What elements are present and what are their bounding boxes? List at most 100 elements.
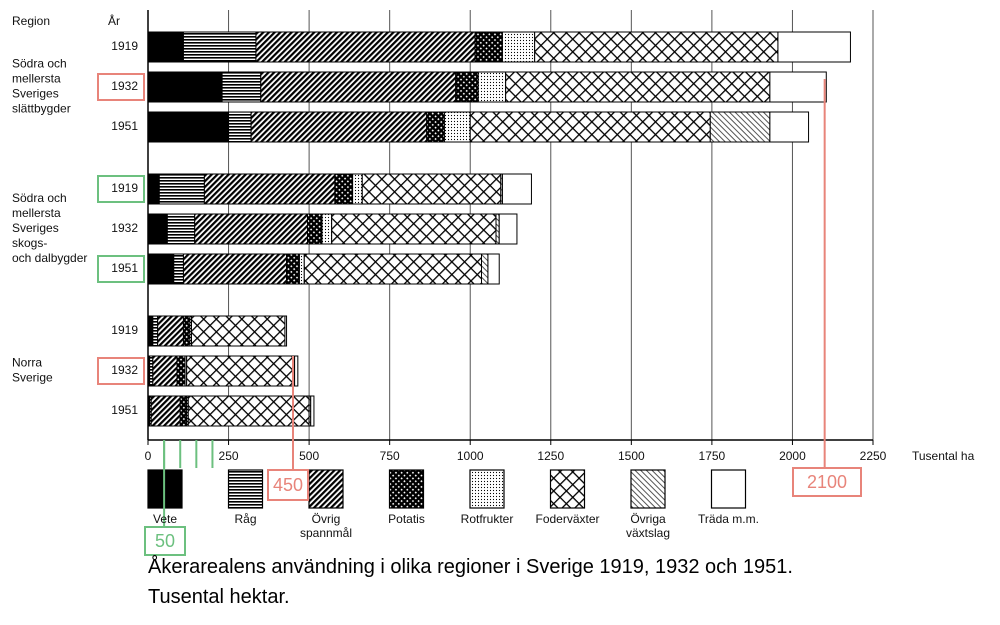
legend-swatch (549, 469, 586, 509)
bar-segment (158, 173, 205, 205)
bar-segment (769, 111, 810, 143)
bar-segment (147, 253, 175, 285)
legend-label: Potatis (388, 512, 425, 526)
legend-label: Övrig spannmål (299, 512, 353, 540)
bar-segment (166, 213, 196, 245)
legend-label: Övriga växtslag (625, 512, 671, 540)
bar-segment (250, 111, 428, 143)
region-header: Region (12, 14, 50, 28)
x-tick-label: 2000 (779, 449, 806, 463)
annotation-box (267, 469, 309, 501)
bar-segment (505, 71, 771, 103)
bar-segment (777, 31, 851, 63)
region-label: Södra och (12, 57, 67, 71)
annotation-box (144, 526, 186, 556)
bar-segment (481, 253, 489, 285)
year-label: 1919 (111, 181, 138, 195)
legend-label: Råg (234, 512, 257, 526)
highlight-box (97, 255, 145, 283)
bar-segment (307, 213, 323, 245)
bar-segment (147, 213, 168, 245)
bar-segment (334, 173, 354, 205)
bar-segment (298, 253, 305, 285)
legend-label: Vete (152, 512, 178, 526)
x-tick-label: 1000 (457, 449, 484, 463)
year-label: 1919 (111, 39, 138, 53)
region-label: mellersta (12, 72, 61, 86)
annotation-label: 50 (155, 531, 175, 551)
year-label: 1951 (111, 261, 138, 275)
year-label: 1951 (111, 119, 138, 133)
year-label: 1951 (111, 403, 138, 417)
region-label: Södra och (12, 191, 67, 205)
legend-swatch (388, 469, 425, 509)
bar-segment (187, 395, 310, 427)
bar-segment (182, 31, 257, 63)
caption: Åkerarealens användning i olika regioner… (148, 556, 793, 578)
bar-segment (321, 213, 333, 245)
annotation-box (792, 467, 862, 497)
bar-segment (182, 315, 191, 347)
year-label: 1932 (111, 79, 138, 93)
legend-swatch (308, 469, 344, 509)
region-label: Sverige (12, 371, 53, 385)
legend-label: Foderväxter (535, 512, 600, 526)
bar-segment (186, 355, 294, 387)
bar-segment (501, 31, 536, 63)
bar-segment (487, 253, 500, 285)
legend-swatch (710, 469, 747, 509)
bar-segment (331, 213, 497, 245)
x-tick-label: 500 (299, 449, 319, 463)
region-label: skogs- (12, 236, 47, 250)
bar-segment (352, 173, 363, 205)
bar-segment (361, 173, 502, 205)
region-label: Norra (12, 356, 42, 370)
bar-segment (477, 71, 507, 103)
caption: Tusental hektar. (148, 586, 290, 608)
bar-segment (203, 173, 336, 205)
bar-segment (182, 253, 288, 285)
x-tick-label: 2250 (860, 449, 887, 463)
bar-segment (426, 111, 445, 143)
bar-segment (255, 31, 476, 63)
bar-segment (498, 213, 518, 245)
bar-segment (221, 71, 262, 103)
x-tick-label: 1750 (699, 449, 726, 463)
legend-label: Träda m.m. (698, 512, 759, 526)
bar-segment (152, 355, 178, 387)
bar-segment (147, 173, 160, 205)
bar-segment (191, 315, 286, 347)
highlight-box (97, 175, 145, 203)
legend-swatch (630, 469, 666, 509)
region-label: slättbygder (12, 102, 71, 116)
bar-segment (179, 395, 188, 427)
bar-segment (294, 355, 299, 387)
bar-segment (173, 253, 184, 285)
region-label: och dalbygder (12, 251, 87, 265)
bar-segment (147, 71, 223, 103)
bar-segment (310, 395, 315, 427)
year-label: 1919 (111, 323, 138, 337)
bar-segment (303, 253, 482, 285)
x-tick-label: 0 (145, 449, 152, 463)
legend-label: Rotfrukter (460, 512, 514, 526)
bar-segment (194, 213, 309, 245)
bar-segment (260, 71, 457, 103)
x-tick-label: 250 (219, 449, 239, 463)
x-tick-label: 1250 (537, 449, 564, 463)
x-tick-label: 1500 (618, 449, 645, 463)
annotation-label: 450 (273, 475, 303, 495)
region-label: Sveriges (12, 87, 59, 101)
highlight-box (97, 73, 145, 101)
annotation-label: 2100 (807, 472, 847, 492)
region-label: mellersta (12, 206, 61, 220)
bar-segment (455, 71, 479, 103)
bar-segment (286, 253, 300, 285)
bar-segment (534, 31, 779, 63)
bar-segment (152, 315, 159, 347)
bar-segment (147, 111, 230, 143)
region-label: Sveriges (12, 221, 59, 235)
year-label: 1932 (111, 221, 138, 235)
bar-segment (443, 111, 471, 143)
